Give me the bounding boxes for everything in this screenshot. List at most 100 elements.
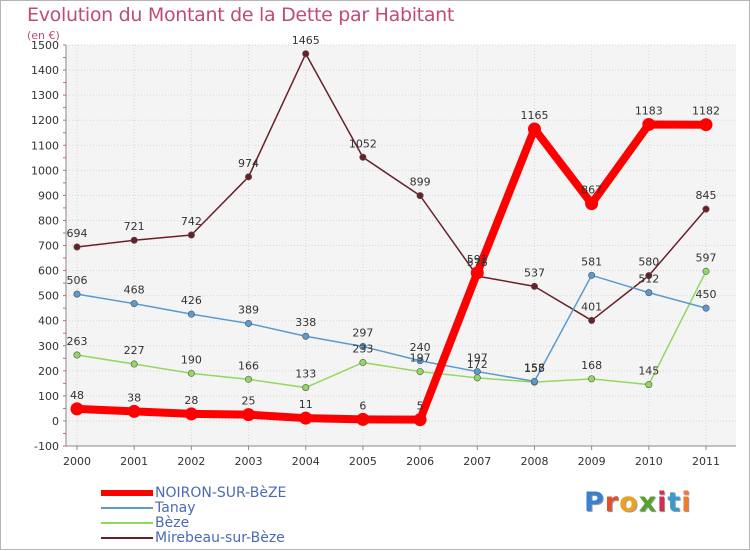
data-label: 580 <box>638 256 659 269</box>
data-label: 694 <box>67 227 88 240</box>
data-point <box>702 205 710 213</box>
legend-item: Mirebeau-sur-Bèze <box>101 529 286 546</box>
unit-label: (en €) <box>27 29 60 42</box>
data-point <box>302 50 310 58</box>
data-point <box>530 282 538 290</box>
legend-swatch <box>101 489 153 496</box>
data-point <box>130 300 138 308</box>
data-point <box>359 359 367 367</box>
legend-swatch <box>101 536 153 539</box>
series-line <box>76 53 707 322</box>
data-point <box>473 374 481 382</box>
y-tick-label: -100 <box>34 440 59 453</box>
data-point <box>187 369 195 377</box>
data-label: 721 <box>124 220 145 233</box>
data-point <box>356 412 370 426</box>
data-point <box>702 304 710 312</box>
data-point <box>699 118 713 132</box>
legend-label: Mirebeau-sur-Bèze <box>155 529 285 546</box>
series-line <box>76 270 707 389</box>
x-tick-label: 2010 <box>635 455 663 468</box>
data-point <box>527 122 541 136</box>
data-label: 28 <box>184 394 198 407</box>
data-point <box>127 404 141 418</box>
data-point <box>588 316 596 324</box>
y-tick-label: 1000 <box>31 164 59 177</box>
y-tick-label: 100 <box>38 390 59 403</box>
data-label: 297 <box>352 327 373 340</box>
data-label: 155 <box>524 362 545 375</box>
y-tick-label: 1300 <box>31 89 59 102</box>
y-tick-label: 500 <box>38 290 59 303</box>
series-line <box>73 120 710 424</box>
data-label: 506 <box>67 274 88 287</box>
y-tick-label: 1500 <box>31 39 59 52</box>
data-point <box>702 267 710 275</box>
legend-swatch <box>101 521 153 524</box>
y-tick-label: 900 <box>38 189 59 202</box>
data-point <box>645 272 653 280</box>
data-point <box>130 360 138 368</box>
data-label: 1465 <box>292 34 320 47</box>
x-tick-label: 2008 <box>520 455 548 468</box>
data-point <box>70 402 84 416</box>
data-label: 1165 <box>520 109 548 122</box>
legend: NOIRON-SUR-BèZE Tanay Bèze Mirebeau-sur-Bèz… <box>101 485 286 546</box>
data-point <box>530 377 538 385</box>
data-point <box>242 408 256 422</box>
data-label: 227 <box>124 344 145 357</box>
x-tick-label: 2009 <box>578 455 606 468</box>
data-point <box>245 375 253 383</box>
data-label: 389 <box>238 303 259 316</box>
data-label: 48 <box>70 389 84 402</box>
x-tick-label: 2011 <box>692 455 720 468</box>
data-point <box>416 368 424 376</box>
data-label: 1052 <box>349 137 377 150</box>
data-point <box>245 319 253 327</box>
data-label: 867 <box>581 184 602 197</box>
data-label: 197 <box>467 352 488 365</box>
x-tick-label: 2002 <box>177 455 205 468</box>
y-tick-label: 0 <box>52 415 59 428</box>
data-label: 450 <box>696 288 717 301</box>
chart-title: Evolution du Montant de la Dette par Hab… <box>27 4 455 26</box>
y-tick-label: 1200 <box>31 114 59 127</box>
data-label: 5 <box>417 400 424 413</box>
data-point <box>73 351 81 359</box>
data-point <box>302 384 310 392</box>
data-point <box>187 231 195 239</box>
data-label: 25 <box>242 395 256 408</box>
y-tick-label: 1400 <box>31 64 59 77</box>
data-label: 401 <box>581 300 602 313</box>
data-point <box>645 381 653 389</box>
data-label: 38 <box>127 391 141 404</box>
data-label: 133 <box>295 368 316 381</box>
y-tick-label: 700 <box>38 240 59 253</box>
proxiti-logo: Proxiti <box>584 487 692 518</box>
data-point <box>299 411 313 425</box>
data-point <box>413 413 427 427</box>
data-point <box>470 266 484 280</box>
data-point <box>73 290 81 298</box>
y-tick-label: 1100 <box>31 139 59 152</box>
data-label: 581 <box>581 255 602 268</box>
data-label: 172 <box>467 358 488 371</box>
data-label: 263 <box>67 335 88 348</box>
data-label: 597 <box>696 251 717 264</box>
data-point <box>642 117 656 131</box>
y-tick-label: 300 <box>38 340 59 353</box>
data-point <box>416 357 424 365</box>
x-tick-label: 2004 <box>292 455 320 468</box>
data-label: 197 <box>410 352 431 365</box>
data-point <box>359 153 367 161</box>
y-tick-label: 600 <box>38 265 59 278</box>
data-label: 145 <box>638 365 659 378</box>
data-label: 468 <box>124 284 145 297</box>
series-line <box>76 274 707 383</box>
data-point <box>588 375 596 383</box>
legend-swatch <box>101 506 153 509</box>
data-label: 166 <box>238 359 259 372</box>
legend-label: Bèze <box>155 514 190 531</box>
data-label: 591 <box>467 253 488 266</box>
